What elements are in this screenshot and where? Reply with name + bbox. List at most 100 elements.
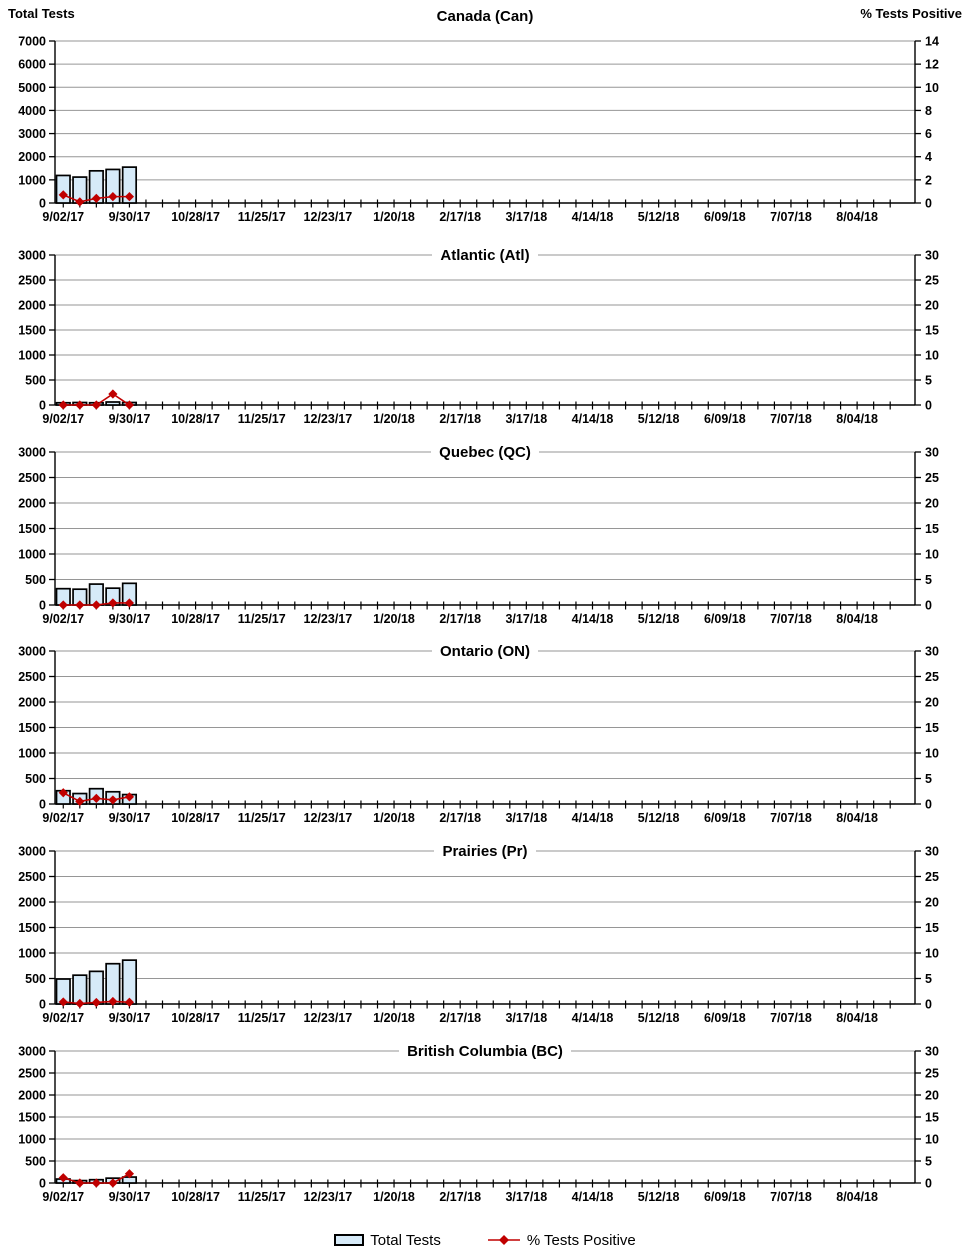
axis-tick-label: 2500 — [18, 274, 46, 288]
axis-tick-label: 1000 — [18, 947, 46, 961]
british-columbia-plot-area: 0 500 1000 1500 2000 2500 3000 0 5 10 15 20 25 30 9/02… — [18, 1045, 939, 1205]
axis-tick-label: 2500 — [18, 870, 46, 884]
prairies-plot-area: 0 500 1000 1500 2000 2500 3000 0 5 10 15 20 25 30 9/02… — [18, 845, 939, 1026]
axis-tick-label: 6 — [925, 127, 932, 141]
axis-tick-label: 1500 — [18, 721, 46, 735]
axis-tick-label: 30 — [925, 249, 939, 263]
total-tests-bar — [88, 169, 104, 204]
axis-tick-label: 8/04/18 — [836, 412, 878, 426]
axis-tick-label: 10/28/17 — [171, 811, 220, 825]
axis-tick-label: 5 — [925, 1155, 932, 1169]
axis-tick-label: 10 — [925, 548, 939, 562]
chart-atlantic: Atlantic (Atl) 0 500 1000 1500 2000 2500 3000 0… — [0, 245, 970, 444]
axis-tick-label: 25 — [925, 1067, 939, 1081]
axis-tick-label: 6/09/18 — [704, 612, 746, 626]
axis-tick-label: 3/17/18 — [505, 811, 547, 825]
axis-tick-label: 12/23/17 — [304, 210, 353, 224]
axis-tick-label: 11/25/17 — [238, 811, 286, 825]
axis-tick-label: 9/30/17 — [109, 210, 151, 224]
pct-positive-marker — [91, 193, 101, 203]
axis-tick-label: 5/12/18 — [638, 210, 680, 224]
axis-tick-label: 3/17/18 — [505, 412, 547, 426]
axis-tick-label: 7/07/18 — [770, 1011, 812, 1025]
axis-tick-label: 1000 — [18, 747, 46, 761]
axis-tick-label: 6/09/18 — [704, 811, 746, 825]
axis-tick-label: 2000 — [18, 696, 46, 710]
axis-tick-label: 2500 — [18, 1067, 46, 1081]
axis-tick-label: 500 — [25, 972, 46, 986]
axis-tick-label: 11/25/17 — [238, 412, 286, 426]
gridlines — [55, 254, 915, 381]
axis-tick-label: 4/14/18 — [572, 1011, 614, 1025]
axis-tick-label: 30 — [925, 845, 939, 859]
pct-positive-marker — [108, 389, 118, 399]
axis-tick-label: 30 — [925, 446, 939, 460]
axes — [49, 254, 921, 406]
axis-tick-label: 5 — [925, 972, 932, 986]
axis-tick-label: 5/12/18 — [638, 612, 680, 626]
total-tests-bars — [55, 959, 138, 1005]
axis-tick-label: 10 — [925, 947, 939, 961]
axis-tick-label: 10 — [925, 1133, 939, 1147]
axis-tick-label: 2000 — [18, 896, 46, 910]
axis-tick-label: 4/14/18 — [572, 210, 614, 224]
axis-tick-label: 1500 — [18, 1111, 46, 1125]
quebec-plot-area: 0 500 1000 1500 2000 2500 3000 0 5 10 15 20 25 30 9/02… — [18, 446, 939, 627]
legend-pct-positive-label: % Tests Positive — [526, 1231, 636, 1249]
chart-prairies: Prairies (Pr) 0 500 1000 1500 2000 2500 3000 0 5… — [0, 842, 970, 1042]
axis-tick-label: 0 — [925, 998, 932, 1012]
axis-tick-label: 3/17/18 — [505, 612, 547, 626]
axis-tick-label: 2000 — [18, 299, 46, 313]
x-axis-ticks — [62, 1179, 891, 1188]
axis-tick-label: 500 — [25, 573, 46, 587]
axis-tick-label: 5 — [925, 772, 932, 786]
axis-tick-label: 2/17/18 — [439, 612, 481, 626]
axis-tick-label: 7000 — [18, 35, 46, 49]
bar-swatch-icon — [334, 1234, 365, 1246]
axis-tick-label: 25 — [925, 471, 939, 485]
axis-tick-label: 2/17/18 — [439, 1011, 481, 1025]
right-axis-title: % Tests Positive — [860, 6, 962, 21]
axis-tick-label: 1500 — [18, 324, 46, 338]
total-tests-bar — [121, 166, 138, 204]
axis-tick-label: 14 — [925, 35, 939, 49]
axis-tick-label: 1/20/18 — [373, 210, 415, 224]
axis-tick-label: 10/28/17 — [171, 210, 220, 224]
axis-tick-label: 2000 — [18, 1089, 46, 1103]
pct-positive-marker — [91, 600, 101, 610]
axis-tick-label: 9/30/17 — [109, 412, 151, 426]
left-axis-title: Total Tests — [8, 6, 75, 21]
axis-tick-label: 1/20/18 — [373, 612, 415, 626]
axis-tick-label: 0 — [925, 399, 932, 413]
chart-canada: Total Tests % Tests Positive Canada (Can… — [0, 0, 970, 245]
axis-tick-label: 500 — [25, 1155, 46, 1169]
axis-tick-label: 2/17/18 — [439, 1190, 481, 1204]
axis-tick-label: 6/09/18 — [704, 210, 746, 224]
axis-tick-label: 6/09/18 — [704, 1011, 746, 1025]
axis-tick-label: 7/07/18 — [770, 412, 812, 426]
axis-tick-label: 3000 — [18, 127, 46, 141]
axis-tick-label: 9/30/17 — [109, 612, 151, 626]
axis-tick-label: 8/04/18 — [836, 612, 878, 626]
pct-positive-marker — [75, 600, 85, 610]
axis-tick-label: 2 — [925, 173, 932, 187]
axis-tick-label: 9/02/17 — [42, 412, 84, 426]
axis-tick-label: 9/02/17 — [42, 1011, 84, 1025]
axis-tick-label: 3000 — [18, 446, 46, 460]
axis-tick-label: 12 — [925, 58, 939, 72]
axis-tick-label: 10/28/17 — [171, 412, 220, 426]
axis-tick-label: 1000 — [18, 349, 46, 363]
axis-tick-label: 3/17/18 — [505, 1011, 547, 1025]
axis-tick-label: 0 — [39, 197, 46, 211]
axis-tick-label: 30 — [925, 645, 939, 659]
axis-tick-label: 4/14/18 — [572, 811, 614, 825]
axis-tick-label: 10 — [925, 747, 939, 761]
axis-tick-label: 1500 — [18, 522, 46, 536]
axis-tick-label: 0 — [39, 399, 46, 413]
axis-tick-label: 1000 — [18, 173, 46, 187]
axis-tick-label: 3000 — [18, 1045, 46, 1059]
axis-tick-label: 7/07/18 — [770, 1190, 812, 1204]
axis-tick-label: 1/20/18 — [373, 1190, 415, 1204]
line-diamond-marker-icon — [487, 1235, 520, 1245]
